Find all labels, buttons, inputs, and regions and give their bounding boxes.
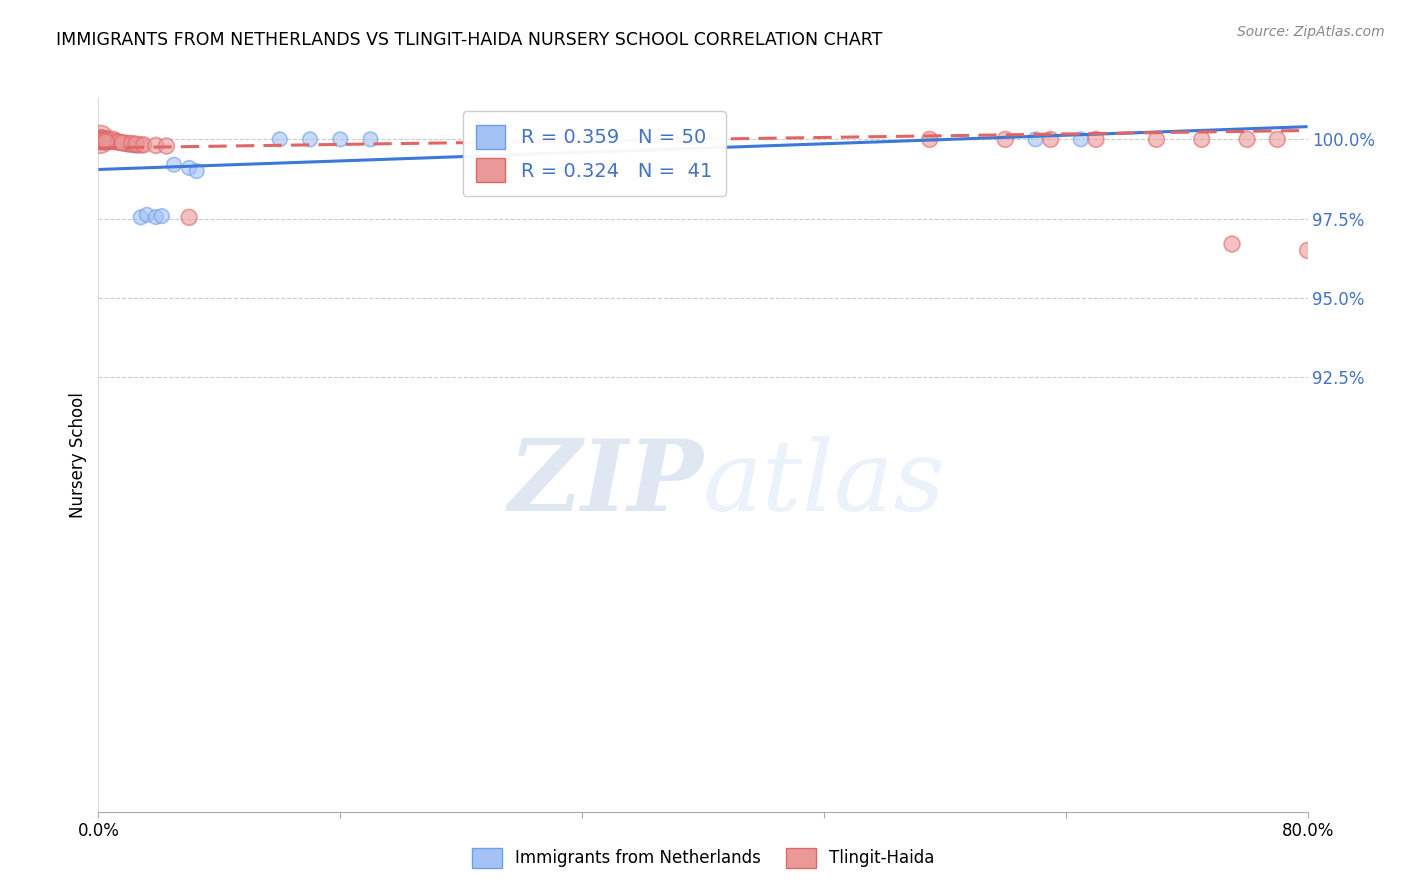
Point — [103, 134, 125, 148]
Point — [129, 138, 152, 153]
Text: IMMIGRANTS FROM NETHERLANDS VS TLINGIT-HAIDA NURSERY SCHOOL CORRELATION CHART: IMMIGRANTS FROM NETHERLANDS VS TLINGIT-H… — [56, 31, 883, 49]
Point — [101, 135, 124, 149]
Point — [112, 136, 135, 150]
Point — [145, 138, 167, 153]
Point — [98, 132, 121, 146]
Point — [90, 133, 112, 147]
Point — [125, 138, 148, 153]
Point — [103, 132, 125, 146]
Point — [105, 135, 128, 149]
Point — [91, 134, 114, 148]
Point — [155, 139, 177, 153]
Point — [100, 134, 122, 148]
Point — [1267, 132, 1289, 146]
Point — [107, 135, 129, 149]
Point — [111, 136, 134, 150]
Point — [91, 132, 114, 146]
Point — [93, 132, 115, 146]
Point — [96, 134, 118, 148]
Point — [1144, 132, 1167, 146]
Point — [1296, 244, 1319, 258]
Point — [89, 132, 111, 146]
Point — [1039, 132, 1062, 146]
Point — [94, 134, 117, 148]
Point — [108, 135, 131, 149]
Point — [994, 132, 1017, 146]
Legend: Immigrants from Netherlands, Tlingit-Haida: Immigrants from Netherlands, Tlingit-Hai… — [465, 841, 941, 875]
Point — [114, 136, 136, 150]
Point — [96, 132, 118, 146]
Point — [98, 134, 121, 148]
Point — [89, 133, 111, 147]
Point — [91, 132, 114, 146]
Point — [93, 134, 115, 148]
Point — [269, 132, 291, 146]
Point — [90, 132, 112, 146]
Point — [96, 133, 118, 147]
Point — [98, 134, 121, 148]
Point — [94, 133, 117, 147]
Point — [89, 133, 111, 147]
Point — [150, 209, 173, 223]
Point — [179, 161, 201, 175]
Point — [91, 133, 114, 147]
Point — [94, 134, 117, 148]
Point — [114, 136, 136, 151]
Text: ZIP: ZIP — [508, 435, 703, 532]
Point — [1220, 237, 1243, 252]
Point — [98, 133, 121, 147]
Point — [186, 164, 208, 178]
Point — [91, 135, 114, 149]
Text: Source: ZipAtlas.com: Source: ZipAtlas.com — [1237, 25, 1385, 39]
Point — [91, 134, 114, 148]
Point — [90, 132, 112, 146]
Point — [1024, 132, 1046, 146]
Text: atlas: atlas — [703, 436, 946, 531]
Point — [105, 135, 128, 149]
Point — [918, 132, 941, 146]
Point — [121, 136, 143, 151]
Point — [163, 158, 186, 172]
Point — [1085, 132, 1108, 146]
Point — [129, 211, 152, 225]
Point — [96, 132, 118, 146]
Point — [90, 133, 112, 147]
Point — [118, 136, 141, 151]
Point — [101, 133, 124, 147]
Point — [100, 133, 122, 147]
Point — [96, 133, 118, 147]
Point — [1236, 132, 1258, 146]
Point — [93, 133, 115, 147]
Point — [100, 135, 122, 149]
Point — [329, 132, 352, 146]
Point — [94, 132, 117, 146]
Point — [299, 132, 322, 146]
Y-axis label: Nursery School: Nursery School — [69, 392, 87, 518]
Point — [145, 210, 167, 224]
Point — [135, 208, 157, 222]
Point — [132, 137, 155, 152]
Point — [89, 132, 111, 146]
Point — [101, 135, 124, 149]
Point — [179, 211, 201, 225]
Point — [110, 136, 132, 150]
Point — [107, 135, 129, 149]
Point — [104, 135, 127, 149]
Point — [94, 136, 117, 150]
Legend: R = 0.359   N = 50, R = 0.324   N =  41: R = 0.359 N = 50, R = 0.324 N = 41 — [463, 112, 725, 196]
Point — [118, 137, 141, 152]
Point — [91, 133, 114, 147]
Point — [1070, 132, 1092, 146]
Point — [110, 136, 132, 150]
Point — [94, 135, 117, 149]
Point — [93, 136, 115, 150]
Point — [93, 133, 115, 147]
Point — [93, 132, 115, 146]
Point — [121, 138, 143, 153]
Point — [124, 137, 146, 152]
Point — [125, 137, 148, 152]
Point — [1191, 132, 1213, 146]
Point — [360, 132, 382, 146]
